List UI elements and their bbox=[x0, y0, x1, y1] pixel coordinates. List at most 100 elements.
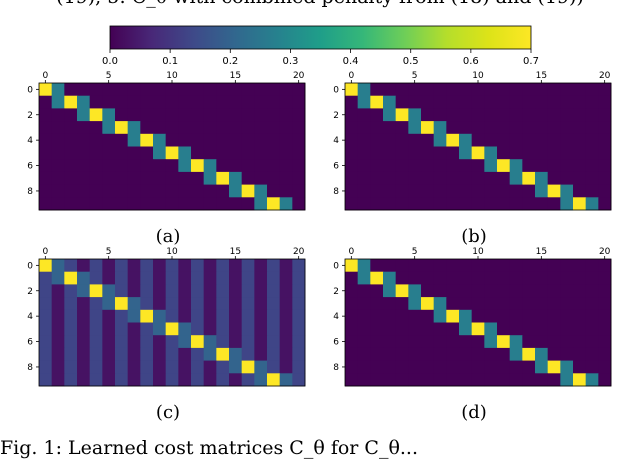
heatmap-cell bbox=[370, 95, 384, 109]
heatmap-cell bbox=[127, 171, 141, 185]
heatmap-cell bbox=[216, 322, 230, 336]
heatmap-cell bbox=[446, 171, 460, 185]
heatmap-cell bbox=[203, 360, 217, 374]
heatmap-cell bbox=[153, 335, 167, 349]
heatmap-cell bbox=[241, 322, 255, 336]
heatmap-cell bbox=[292, 259, 306, 273]
heatmap-cell bbox=[484, 360, 498, 374]
heatmap-cell bbox=[292, 133, 306, 147]
heatmap-cell bbox=[484, 284, 498, 298]
heatmap-cell bbox=[573, 322, 587, 336]
heatmap-cell bbox=[560, 284, 574, 298]
heatmap-cell bbox=[77, 347, 91, 361]
heatmap-cell bbox=[203, 108, 217, 122]
heatmap-cell bbox=[203, 259, 217, 273]
heatmap-cell bbox=[345, 146, 359, 160]
heatmap-cell bbox=[560, 271, 574, 285]
heatmap-cell bbox=[77, 335, 91, 349]
heatmap-cell bbox=[203, 284, 217, 298]
heatmap-cell bbox=[535, 197, 549, 211]
heatmap-cell bbox=[433, 297, 447, 311]
heatmap-cell bbox=[522, 373, 536, 387]
heatmap-cell bbox=[383, 373, 397, 387]
heatmap-cell bbox=[535, 322, 549, 336]
heatmap-cell bbox=[216, 297, 230, 311]
footer-caption: Fig. 1: Learned cost matrices C_θ for C_… bbox=[0, 437, 419, 459]
heatmap-cell bbox=[203, 133, 217, 147]
x-tick-label: 10 bbox=[166, 247, 178, 257]
heatmap-cell bbox=[140, 146, 154, 160]
heatmap-cell bbox=[216, 146, 230, 160]
heatmap-cell bbox=[357, 309, 371, 323]
heatmap-cell bbox=[535, 284, 549, 298]
heatmap-cell bbox=[535, 159, 549, 173]
heatmap-cell bbox=[547, 133, 561, 147]
heatmap-cell bbox=[216, 108, 230, 122]
heatmap-cell bbox=[357, 184, 371, 198]
heatmap-cell bbox=[229, 159, 243, 173]
heatmap-cell bbox=[573, 197, 587, 211]
heatmap-cell bbox=[357, 322, 371, 336]
heatmap-cell bbox=[383, 121, 397, 135]
heatmap-cell bbox=[560, 171, 574, 185]
heatmap-cell bbox=[216, 284, 230, 298]
heatmap-cell bbox=[153, 184, 167, 198]
heatmap-cell bbox=[165, 146, 179, 160]
heatmap-cell bbox=[408, 297, 422, 311]
heatmap-cell bbox=[229, 171, 243, 185]
heatmap-cell bbox=[203, 347, 217, 361]
heatmap-cell bbox=[267, 83, 281, 97]
heatmap-cell bbox=[102, 297, 116, 311]
heatmap-cell bbox=[383, 184, 397, 198]
heatmap-cell bbox=[535, 259, 549, 273]
heatmap-cell bbox=[408, 133, 422, 147]
heatmap-cell bbox=[115, 159, 129, 173]
heatmap-cell bbox=[203, 335, 217, 349]
heatmap-cell bbox=[39, 271, 53, 285]
y-tick-label: 4 bbox=[27, 136, 33, 146]
heatmap-cell bbox=[433, 309, 447, 323]
heatmap-cell bbox=[89, 197, 103, 211]
heatmap-cell bbox=[267, 360, 281, 374]
heatmap-cell bbox=[64, 297, 78, 311]
heatmap-cell bbox=[39, 133, 53, 147]
heatmap-cell bbox=[547, 184, 561, 198]
heatmap-cell bbox=[89, 284, 103, 298]
heatmap-cell bbox=[140, 335, 154, 349]
heatmap-cell bbox=[345, 95, 359, 109]
heatmap-cell bbox=[535, 121, 549, 135]
heatmap-cell bbox=[446, 197, 460, 211]
heatmap-cell bbox=[446, 322, 460, 336]
heatmap-cell bbox=[383, 95, 397, 109]
heatmap-cell bbox=[51, 271, 65, 285]
heatmap-cell bbox=[140, 197, 154, 211]
heatmap-cell bbox=[229, 335, 243, 349]
heatmap-cell bbox=[254, 108, 268, 122]
heatmap-cell bbox=[267, 259, 281, 273]
heatmap-cell bbox=[408, 159, 422, 173]
heatmap-cell bbox=[241, 83, 255, 97]
heatmap-cell bbox=[241, 284, 255, 298]
heatmap-cell bbox=[522, 159, 536, 173]
heatmap-cell bbox=[178, 95, 192, 109]
heatmap-cell bbox=[547, 373, 561, 387]
heatmap-cell bbox=[547, 159, 561, 173]
heatmap-cell bbox=[446, 271, 460, 285]
heatmap-cell bbox=[165, 108, 179, 122]
x-tick-label: 0 bbox=[348, 247, 354, 257]
heatmap-cell bbox=[89, 322, 103, 336]
heatmap-cell bbox=[345, 259, 359, 273]
heatmap-cell bbox=[459, 309, 473, 323]
heatmap-cell bbox=[509, 133, 523, 147]
heatmap-cell bbox=[279, 259, 293, 273]
heatmap-cell bbox=[127, 197, 141, 211]
heatmap-cell bbox=[51, 133, 65, 147]
heatmap-cell bbox=[345, 309, 359, 323]
heatmap-cell bbox=[395, 159, 409, 173]
heatmap-cell bbox=[459, 373, 473, 387]
heatmap-cell bbox=[153, 373, 167, 387]
panel-label: (c) bbox=[156, 402, 180, 423]
heatmap-cell bbox=[51, 146, 65, 160]
panel-label: (a) bbox=[156, 226, 181, 247]
